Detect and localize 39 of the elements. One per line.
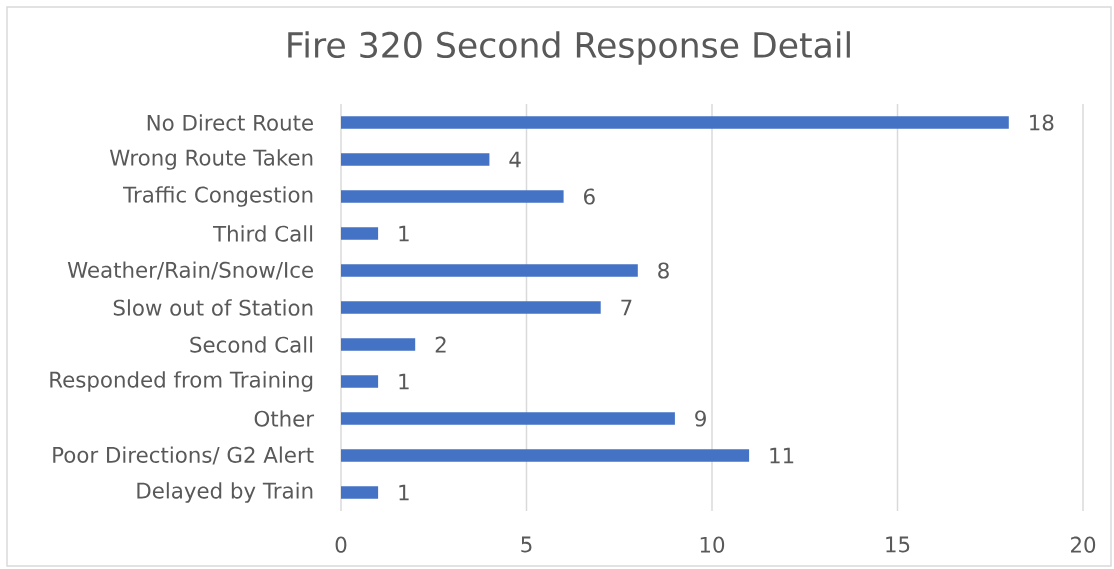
bar — [341, 375, 379, 388]
y-tick-label: Traffic Congestion — [123, 186, 313, 207]
bar — [341, 264, 638, 277]
data-label: 1 — [399, 484, 409, 501]
y-tick-label: Weather/Rain/Snow/Ice — [67, 261, 313, 280]
y-tick-label: Wrong Route Taken — [109, 149, 313, 170]
data-label: 9 — [695, 410, 706, 427]
data-label: 4 — [509, 151, 521, 168]
x-tick-label: 15 — [886, 536, 910, 553]
bar — [341, 116, 1009, 129]
x-tick-label: 10 — [700, 536, 725, 553]
x-tick-label: 0 — [335, 536, 347, 553]
y-tick-label: Second Call — [190, 336, 313, 353]
y-tick-label: Slow out of Station — [113, 299, 313, 316]
y-tick-label: Poor Directions/ G2 Alert — [53, 446, 314, 465]
bar — [341, 190, 564, 203]
y-tick-label: Third Call — [212, 225, 313, 242]
chart-title: Fire 320 Second Response Detail — [288, 31, 850, 65]
bar — [341, 338, 416, 351]
bar — [341, 412, 675, 425]
y-tick-label: No Direct Route — [147, 114, 313, 131]
bar — [341, 153, 490, 166]
data-label: 7 — [621, 299, 632, 316]
data-label: 2 — [435, 336, 446, 353]
data-label: 1 — [399, 373, 409, 390]
data-label: 6 — [584, 188, 595, 205]
data-label: 8 — [658, 262, 669, 279]
y-tick-label: Delayed by Train — [137, 482, 313, 503]
data-label: 18 — [1030, 114, 1054, 131]
y-tick-label: Other — [254, 410, 315, 427]
x-tick-label: 5 — [521, 536, 532, 553]
y-tick-label: Responded from Training — [50, 371, 313, 392]
data-label: 11 — [770, 447, 794, 464]
bar — [341, 301, 601, 314]
bar — [341, 449, 750, 462]
bar — [341, 227, 379, 240]
x-tick-label: 20 — [1070, 536, 1096, 553]
bar — [341, 486, 379, 499]
data-label: 1 — [399, 225, 409, 242]
